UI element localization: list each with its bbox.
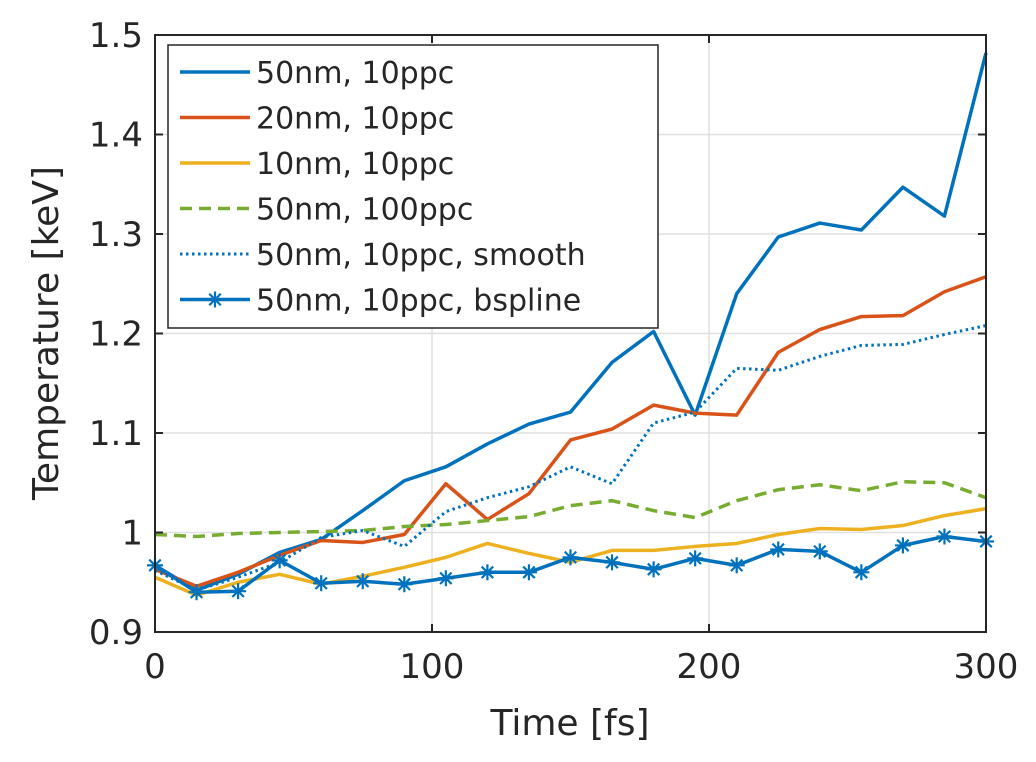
y-tick-label: 0.9 <box>89 613 143 653</box>
series-marker <box>604 554 621 571</box>
series-marker <box>687 550 704 567</box>
tick-labels: 0 100 200 300 0.9 1 1.1 1.2 1.3 1.4 1.5 <box>89 16 1019 687</box>
legend-label: 50nm, 10ppc, smooth <box>256 238 586 273</box>
series-marker <box>396 576 413 593</box>
axes-box <box>154 34 987 633</box>
series-marker <box>728 557 745 574</box>
x-tick-label: 100 <box>400 647 465 687</box>
legend-entry: 20nm, 10ppc <box>180 102 454 137</box>
y-tick-label: 1 <box>121 514 143 554</box>
legend-entry: 50nm, 10ppc, bspline <box>180 284 581 319</box>
series-marker <box>645 561 662 578</box>
legend-marker <box>207 291 223 308</box>
legend-label: 10nm, 10ppc <box>256 147 454 182</box>
legend-entry: 50nm, 100ppc <box>180 193 473 228</box>
series-marker <box>936 528 953 545</box>
legend-entry: 10nm, 10ppc <box>180 147 454 182</box>
series-marker <box>271 552 288 569</box>
series-marker <box>562 549 579 566</box>
legend-box <box>167 44 659 329</box>
series-line-2 <box>154 275 987 588</box>
series-marker <box>520 564 537 581</box>
legend-label: 50nm, 100ppc <box>256 193 473 228</box>
series-line-4 <box>154 480 987 539</box>
y-tick-label: 1.2 <box>89 315 143 355</box>
y-tick-label: 1.4 <box>89 116 143 156</box>
y-tick-label: 1.3 <box>89 215 143 255</box>
series-marker <box>230 583 247 600</box>
legend-label: 50nm, 10ppc <box>256 56 454 91</box>
y-axis-label: Temperature [keV] <box>26 166 67 501</box>
legend-label: 20nm, 10ppc <box>256 102 454 137</box>
series-marker <box>894 537 911 554</box>
x-tick-label: 300 <box>954 647 1019 687</box>
series-marker <box>770 541 787 558</box>
series-marker <box>853 564 870 581</box>
legend-entry: 50nm, 10ppc <box>180 56 454 91</box>
series-marker <box>354 573 371 590</box>
legend-label: 50nm, 10ppc, bspline <box>256 284 581 319</box>
series-marker <box>479 564 496 581</box>
series-layer <box>147 52 994 601</box>
series-marker <box>313 575 330 592</box>
x-axis-label: Time [fs] <box>489 703 649 744</box>
y-tick-label: 1.5 <box>89 16 143 56</box>
series-marker <box>188 584 205 601</box>
series-line-1 <box>154 52 988 592</box>
legend-entry: 50nm, 10ppc, smooth <box>180 238 586 273</box>
legend: 50nm, 10ppc 20nm, 10ppc 10nm, 10ppc 50nm, 1… <box>167 44 659 329</box>
series-marker <box>437 570 454 587</box>
x-tick-label: 200 <box>677 647 742 687</box>
series-marker <box>811 543 828 560</box>
x-tick-label: 0 <box>144 647 166 687</box>
y-tick-label: 1.1 <box>89 414 143 454</box>
